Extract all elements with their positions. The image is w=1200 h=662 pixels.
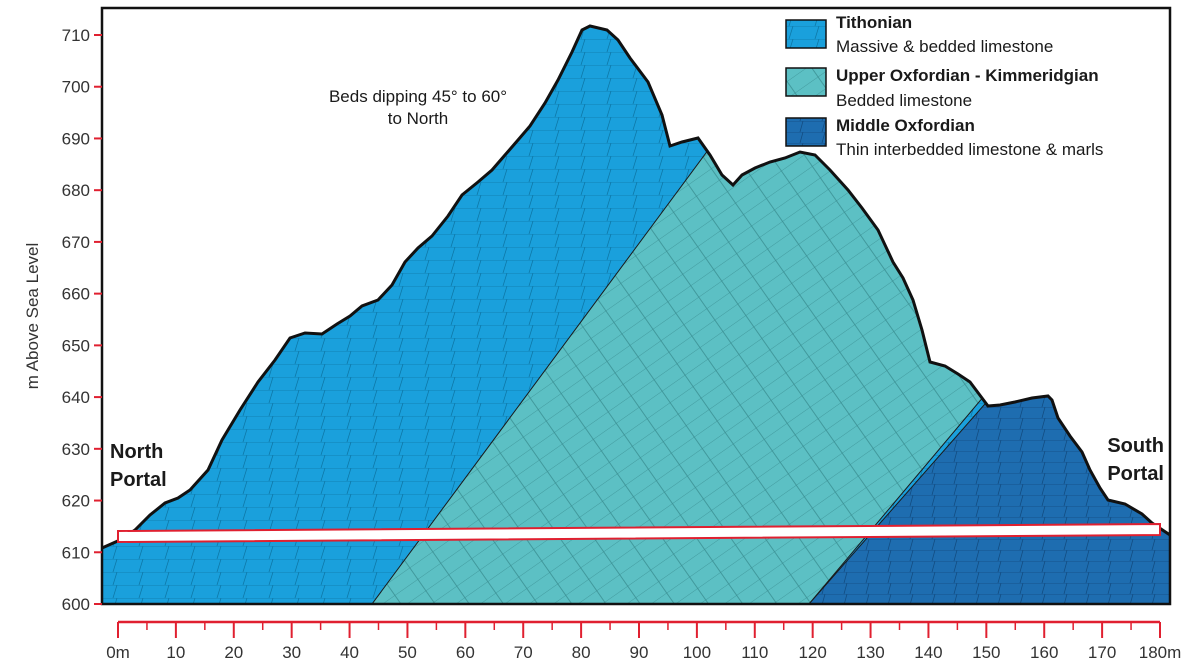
section-frame [100,6,1172,606]
y-tick-label: 690 [62,129,90,148]
x-tick-label: 50 [398,643,417,662]
legend-title-middle-oxfordian: Middle Oxfordian [836,116,975,135]
x-tick-label: 90 [630,643,649,662]
terrain-profile [101,24,1171,550]
legend-desc-middle-oxfordian: Thin interbedded limestone & marls [836,140,1103,159]
tunnel [117,522,1161,544]
x-tick-label: 110 [741,643,768,662]
legend: Tithonian Massive & bedded limestone Upp… [785,13,1103,159]
legend-swatch-middle-oxfordian [785,117,827,147]
legend-desc-tithonian: Massive & bedded limestone [836,37,1053,56]
y-axis: 600 610 620 630 640 650 660 670 680 690 700 710 [62,26,102,614]
x-tick-label: 170 [1088,643,1116,662]
y-tick-label: 710 [62,26,90,45]
x-tick-label: 130 [856,643,884,662]
x-tick-label: 80 [572,643,591,662]
legend-title-tithonian: Tithonian [836,13,912,32]
south-portal-label-line2: Portal [1107,463,1164,485]
x-tick-label: 140 [914,643,942,662]
x-axis-scale: 0m 10 20 30 40 50 60 70 80 90 100 110 120 130 140 150 16… [106,620,1182,662]
legend-desc-kimmeridgian: Bedded limestone [836,91,972,110]
x-tick-label: 120 [798,643,826,662]
x-tick-label: 150 [972,643,1000,662]
legend-swatch-tithonian [785,19,827,49]
y-tick-label: 650 [62,336,90,355]
dip-annotation-line1: Beds dipping 45° to 60° [329,87,507,106]
x-tick-label: 0m [106,643,130,662]
x-tick-label: 180m [1139,643,1182,662]
y-tick-label: 640 [62,388,90,407]
y-tick-label: 680 [62,181,90,200]
x-tick-label: 70 [514,643,533,662]
x-tick-label: 60 [456,643,475,662]
south-portal-label-line1: South [1107,435,1164,457]
y-tick-label: 700 [62,78,90,97]
x-tick-label: 160 [1030,643,1058,662]
y-tick-label: 600 [62,595,90,614]
x-tick-label: 10 [166,643,185,662]
legend-title-kimmeridgian: Upper Oxfordian - Kimmeridgian [836,66,1099,85]
y-tick-label: 660 [62,285,90,304]
y-tick-label: 620 [62,492,90,511]
north-portal-label-line2: Portal [110,469,167,491]
x-tick-label: 100 [683,643,711,662]
y-tick-label: 610 [62,543,90,562]
y-tick-label: 630 [62,440,90,459]
x-tick-label: 40 [340,643,359,662]
x-tick-label: 20 [224,643,243,662]
x-tick-label: 30 [282,643,301,662]
y-tick-label: 670 [62,233,90,252]
y-axis-label: m Above Sea Level [23,243,42,389]
north-portal-label-line1: North [110,441,163,463]
legend-swatch-kimmeridgian [785,67,827,97]
dip-annotation-line2: to North [388,109,448,128]
